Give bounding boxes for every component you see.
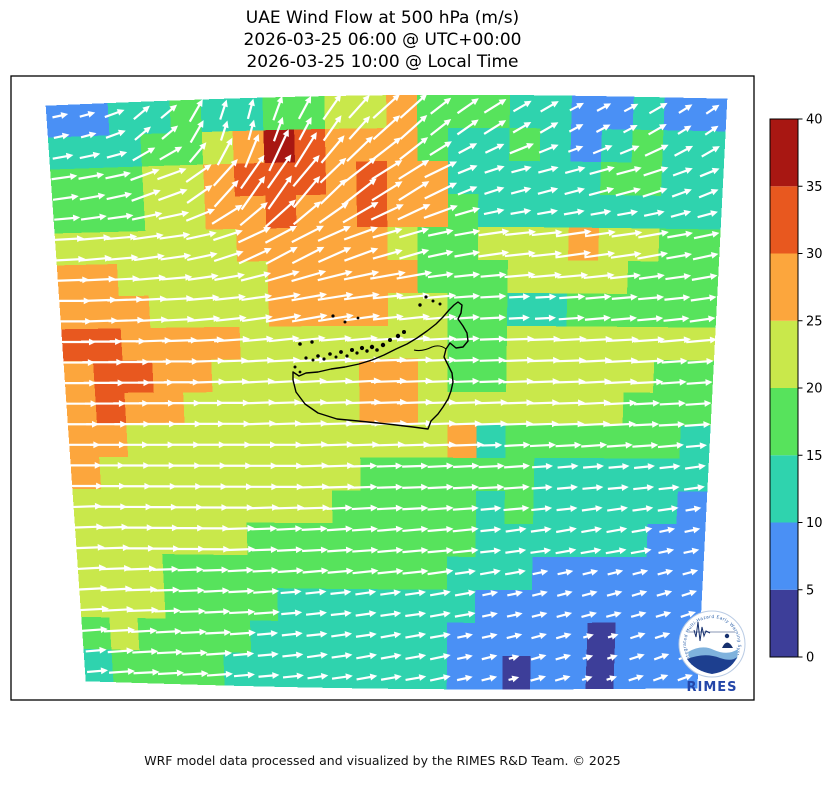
logo-wordmark: RIMES	[686, 680, 737, 695]
colorbar-tick-label: 30	[806, 247, 823, 262]
figure-title-line1: UAE Wind Flow at 500 hPa (m/s)	[245, 8, 520, 28]
uae-border-outline	[292, 301, 469, 430]
colorbar-tick-label: 10	[806, 516, 823, 531]
colorbar: 0 5 10 15 20 25 30 35 40	[769, 113, 823, 666]
rimes-logo: Regional Integrated Multi-Hazard Early W…	[678, 610, 746, 695]
colorbar-tick-label: 35	[806, 180, 823, 195]
figure-title-line2: 2026-03-25 06:00 @ UTC+00:00	[243, 30, 522, 50]
wind-speed-cells-layer	[45, 94, 728, 690]
logo-person-icon	[724, 633, 730, 639]
colorbar-tick-label: 5	[806, 583, 814, 598]
footer-credit: WRF model data processed and visualized …	[144, 753, 621, 768]
colorbar-tick-label: 40	[806, 113, 823, 128]
colorbar-tick-label: 25	[806, 314, 823, 329]
logo-seismograph-icon	[693, 621, 711, 642]
wind-arrows-layer	[51, 93, 720, 683]
figure-title: UAE Wind Flow at 500 hPa (m/s) 2026-03-2…	[0, 7, 765, 73]
logo-wave-dark	[687, 655, 737, 674]
colorbar-tick-label: 0	[806, 651, 814, 666]
figure-title-line3: 2026-03-25 10:00 @ Local Time	[246, 52, 519, 72]
logo-person-body	[722, 642, 733, 648]
colorbar-tick-label: 20	[806, 382, 823, 397]
colorbar-tick-label: 15	[806, 449, 823, 464]
axes-frame	[10, 75, 755, 701]
island-dots	[293, 295, 442, 374]
